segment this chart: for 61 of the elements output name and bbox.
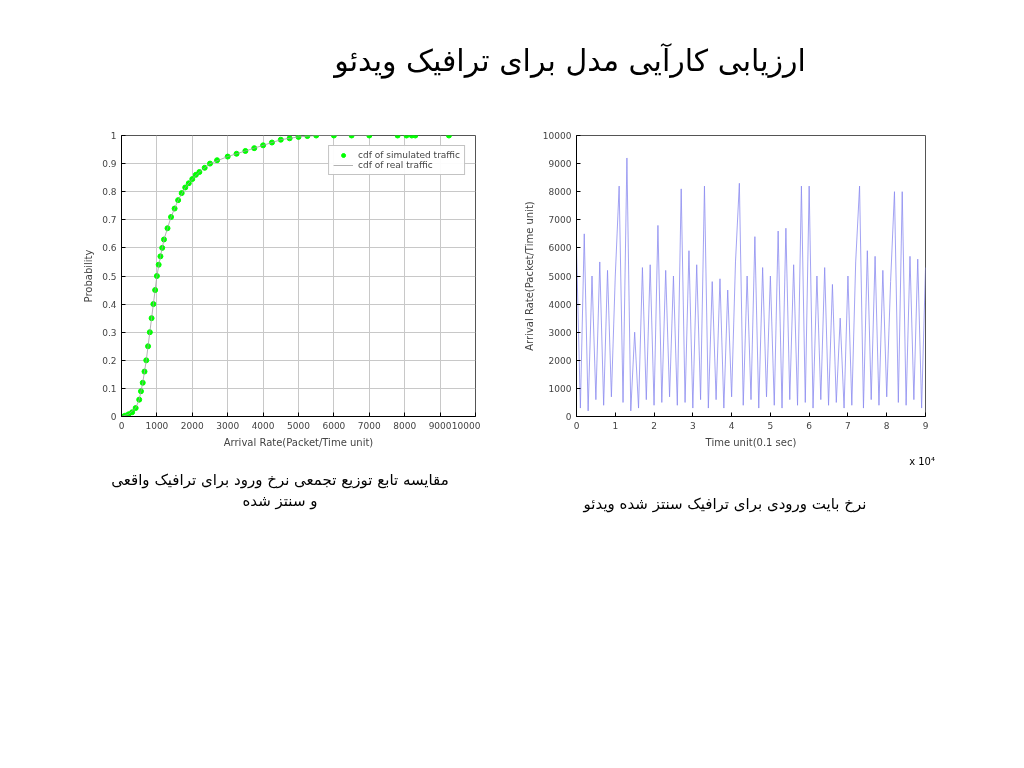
text: نرخ بایت ورودی برای ترافیک سنتز شده ویدئو (583, 494, 867, 515)
y-tick-label: 0.4 (102, 299, 117, 310)
y-tick-label: 2000 (548, 355, 572, 366)
x-tick-label: 1 (612, 420, 619, 431)
point (159, 244, 166, 251)
y-tick-label: 8000 (548, 187, 572, 198)
y-tick-label: 0 (565, 412, 572, 422)
point (150, 301, 157, 308)
text: مقایسه تابع توزیع تجمعی نرخ ورود برای ترافیک واقعی و سنتز شده (110, 470, 450, 513)
y-tick-label: 0.5 (102, 271, 117, 282)
y-tick-label: 4000 (548, 299, 572, 310)
legend-label: cdf of simulated traffic (358, 150, 460, 160)
y-tick-label: 1 (110, 131, 117, 141)
x-tick-label: 10000 (451, 420, 481, 431)
y-tick-label: 7000 (548, 215, 572, 226)
x-tick-label: 5000 (287, 420, 311, 431)
x-tick-label: 3 (689, 420, 696, 431)
y-tick-label: 0.6 (102, 243, 117, 254)
x-tick-label: 7 (845, 420, 851, 431)
x-tick-label: 4 (728, 420, 735, 431)
y-tick-label: 5000 (548, 271, 572, 282)
x-tick-label: 9000 (428, 420, 452, 431)
y-axis-title: Arrival Rate(Packet/Time unit) (523, 201, 535, 351)
point (148, 315, 155, 322)
text: x 10⁴ (909, 455, 935, 469)
y-axis-title: Probability (83, 249, 95, 303)
y-tick-label: 0 (110, 412, 117, 422)
x-tick-label: 0 (573, 420, 580, 431)
x-axis-title: Arrival Rate(Packet/Time unit) (223, 436, 374, 448)
y-tick-label: 10000 (542, 131, 572, 141)
x-tick-label: 1000 (145, 420, 169, 431)
y-tick-label: 3000 (548, 327, 572, 338)
x-tick-label: 8 (883, 420, 890, 431)
line-series (576, 157, 926, 412)
y-tick-label: 0.1 (102, 383, 117, 394)
x-tick-label: 0 (118, 420, 125, 431)
y-tick-label: 6000 (548, 243, 572, 254)
y-tick-label: 0.8 (102, 187, 117, 198)
x-tick-label: 4000 (251, 420, 275, 431)
x-tick-label: 6000 (322, 420, 346, 431)
y-tick-label: 1000 (548, 383, 572, 394)
x-tick-label: 3000 (216, 420, 240, 431)
x-tick-label: 6 (806, 420, 813, 431)
y-tick-label: 0.3 (102, 327, 117, 338)
x-tick-label: 2 (651, 420, 657, 431)
x-axis-title: Time unit(0.1 sec) (704, 436, 797, 448)
point (268, 139, 275, 146)
y-tick-label: 0.9 (102, 159, 117, 170)
x-tick-label: 8000 (393, 420, 417, 431)
x-tick-label: 2000 (180, 420, 205, 431)
x-tick-label: 7000 (357, 420, 382, 431)
y-tick-label: 0.7 (102, 215, 117, 226)
point (171, 205, 178, 212)
y-tick-label: 0.2 (102, 355, 117, 366)
x-tick-label: 5 (767, 420, 774, 431)
x-tick-label: 9 (922, 420, 929, 431)
y-tick-label: 9000 (548, 159, 572, 170)
point (242, 147, 249, 154)
point (141, 368, 148, 375)
text: ارزیابی کارآیی مدل برای ترافیک ویدئو (334, 42, 806, 81)
legend-label: cdf of real traffic (358, 160, 433, 170)
